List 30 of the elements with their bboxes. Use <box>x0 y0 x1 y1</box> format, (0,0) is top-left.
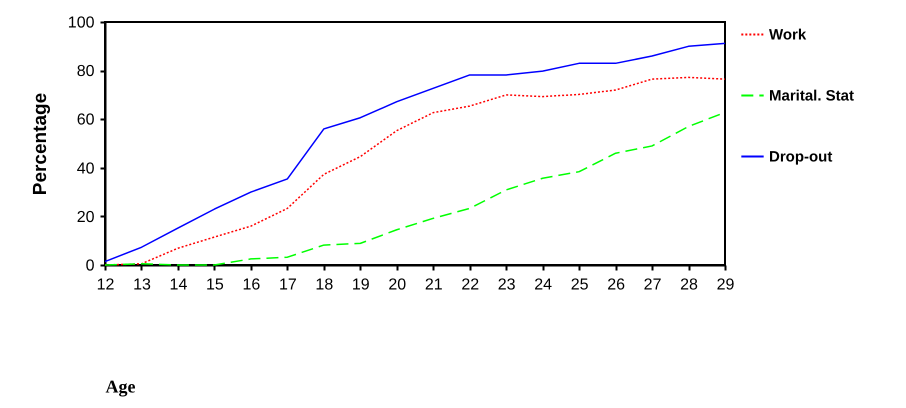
x-axis-title: Age <box>106 376 136 396</box>
x-tick-label: 16 <box>242 276 260 294</box>
y-tick-label: 0 <box>86 258 95 274</box>
y-tick-label: 80 <box>76 63 95 80</box>
x-tick-label: 23 <box>498 276 516 294</box>
x-tick-label: 22 <box>461 276 480 294</box>
y-tick-label: 40 <box>76 160 95 178</box>
x-tick-label: 19 <box>352 276 370 294</box>
legend-label: Work <box>769 26 807 44</box>
y-tick-label: 60 <box>76 112 95 129</box>
legend-label: Marital. Stat <box>769 88 854 104</box>
x-tick-label: 20 <box>388 276 406 294</box>
x-tick-label: 21 <box>424 276 443 294</box>
y-tick-label: 100 <box>68 14 95 32</box>
y-tick-label: 20 <box>76 208 95 226</box>
x-tick-label: 27 <box>644 276 662 294</box>
legend-label: Drop-out <box>769 148 832 166</box>
x-tick-label: 18 <box>315 276 334 294</box>
x-tick-label: 24 <box>534 276 552 294</box>
x-tick-label: 13 <box>133 276 151 294</box>
x-tick-label: 25 <box>570 276 589 294</box>
y-axis-title: Percentage <box>30 92 51 196</box>
x-tick-label: 26 <box>607 276 626 294</box>
x-tick-label: 17 <box>278 276 297 294</box>
x-tick-label: 29 <box>716 276 734 294</box>
x-tick-label: 14 <box>170 276 188 294</box>
x-tick-label: 12 <box>96 276 114 294</box>
x-tick-label: 15 <box>206 276 224 294</box>
x-tick-label: 28 <box>680 276 698 294</box>
line-series <box>104 42 726 262</box>
